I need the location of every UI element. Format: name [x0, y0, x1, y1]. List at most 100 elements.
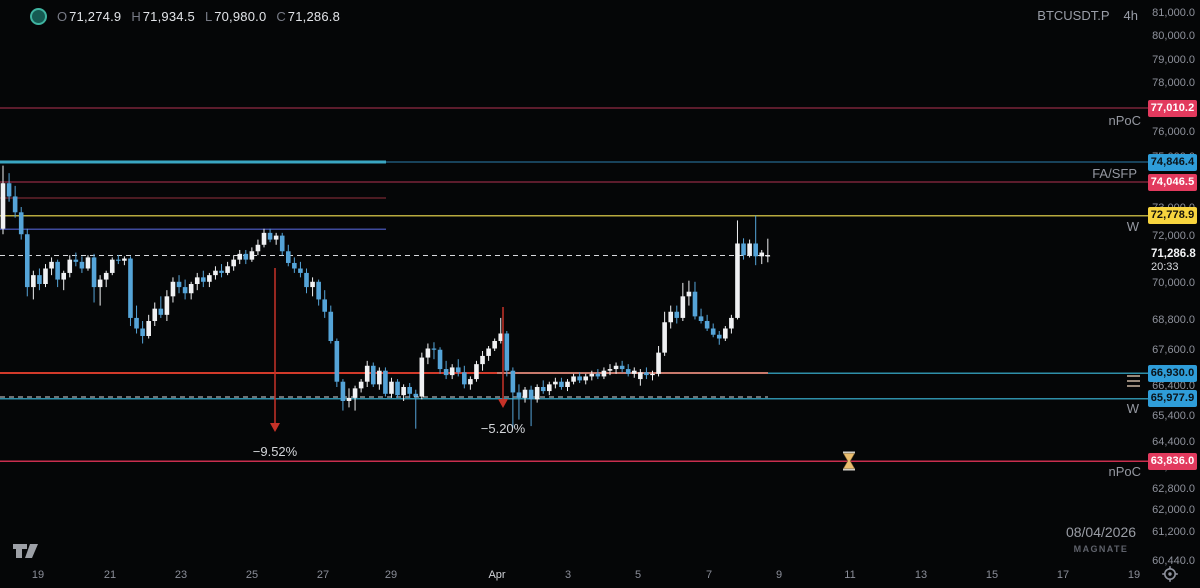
candle — [140, 328, 145, 336]
candle — [437, 349, 443, 370]
candle — [553, 381, 558, 385]
watermark-date: 08/04/2026 — [1065, 524, 1137, 540]
candle — [310, 281, 315, 288]
candle — [249, 251, 255, 260]
candle — [158, 308, 164, 315]
candle — [273, 235, 279, 240]
candle — [128, 258, 133, 318]
candle — [449, 367, 455, 376]
candle — [619, 365, 625, 370]
candle — [650, 373, 655, 376]
candle — [24, 234, 30, 288]
tradingview-logo[interactable] — [11, 538, 45, 562]
candle — [316, 281, 321, 300]
candle — [55, 261, 60, 280]
candle — [91, 257, 97, 288]
candle — [698, 316, 704, 321]
candle — [352, 388, 358, 398]
candle — [631, 370, 637, 374]
candle — [304, 272, 309, 288]
candle — [443, 369, 449, 376]
candle — [79, 261, 85, 269]
bars-icon[interactable] — [1127, 375, 1140, 387]
candle — [716, 334, 722, 339]
candle — [607, 369, 613, 371]
time-tick: Apr — [488, 569, 506, 581]
symbol-name: BTCUSDT.P — [1037, 8, 1110, 23]
candle — [710, 328, 716, 335]
npoc-lower-label: nPoC — [1108, 464, 1141, 479]
candle — [194, 277, 200, 284]
candle — [255, 244, 261, 252]
candle — [176, 281, 182, 288]
price-tick: 81,000.0 — [1152, 7, 1195, 19]
candle — [741, 243, 746, 256]
time-tick: 19 — [1127, 569, 1141, 581]
current-price-label: 71,286.8 — [1151, 248, 1196, 260]
candle — [213, 270, 218, 276]
price-axis[interactable]: 81,000.0 80,000.0 79,000.0 78,000.0 76,000.0… — [1148, 0, 1200, 567]
candle — [31, 275, 36, 288]
candle — [279, 235, 285, 252]
candle — [261, 232, 267, 245]
candle — [340, 381, 346, 401]
candle — [170, 281, 176, 297]
candle — [0, 183, 6, 229]
candle — [18, 212, 24, 235]
candle — [729, 317, 734, 329]
candle — [401, 387, 406, 396]
candle — [540, 387, 546, 392]
price-tick: 64,400.0 — [1152, 436, 1195, 448]
candle — [364, 365, 370, 382]
candlestick-chart[interactable] — [0, 0, 1148, 563]
candle — [735, 243, 740, 318]
candle — [577, 376, 582, 381]
candle — [201, 277, 206, 282]
time-tick: 5 — [634, 569, 642, 581]
time-tick: 25 — [245, 569, 259, 581]
candles-layer — [0, 165, 771, 429]
candle — [243, 253, 249, 260]
measure-arrow-2[interactable] — [498, 307, 508, 408]
candle — [680, 296, 686, 318]
candle — [522, 389, 528, 398]
candle — [134, 317, 139, 329]
price-tick: 67,600.0 — [1152, 344, 1195, 356]
candle — [164, 296, 170, 315]
candle — [625, 369, 631, 374]
hourglass-icon[interactable] — [842, 451, 856, 471]
measure-arrow-1[interactable] — [270, 268, 280, 432]
candle — [595, 373, 601, 377]
candle — [12, 196, 18, 213]
price-tick: 80,000.0 — [1152, 30, 1195, 42]
candle — [765, 255, 771, 257]
symbol-dot-icon — [30, 8, 47, 25]
candle — [322, 299, 328, 312]
time-tick: 3 — [564, 569, 572, 581]
measure-percent-label: −5.20% — [480, 421, 526, 436]
bar-countdown-timer: 20:33 — [1151, 261, 1179, 273]
candle — [674, 311, 680, 318]
candle — [225, 266, 230, 273]
candle — [67, 259, 73, 273]
candle — [480, 355, 485, 365]
ohlc-open: O 71,274.9 — [57, 9, 122, 24]
candle — [6, 183, 12, 197]
candle — [152, 308, 158, 321]
candle — [37, 275, 42, 284]
candle — [589, 373, 595, 377]
candle — [704, 321, 710, 329]
price-tick: 62,800.0 — [1152, 483, 1195, 495]
candle — [638, 372, 643, 380]
time-axis[interactable]: 19 21 23 25 27 29 Apr 3 5 7 9 11 13 15 17 19 — [0, 563, 1148, 588]
candle — [486, 348, 491, 356]
candle — [109, 259, 115, 273]
candle — [43, 268, 48, 284]
time-tick: 27 — [316, 569, 330, 581]
candle — [455, 367, 461, 373]
weekly-upper-label: W — [1126, 219, 1139, 234]
time-tick: 23 — [174, 569, 188, 581]
candle — [61, 272, 66, 280]
settings-gear-icon[interactable] — [1160, 564, 1180, 584]
